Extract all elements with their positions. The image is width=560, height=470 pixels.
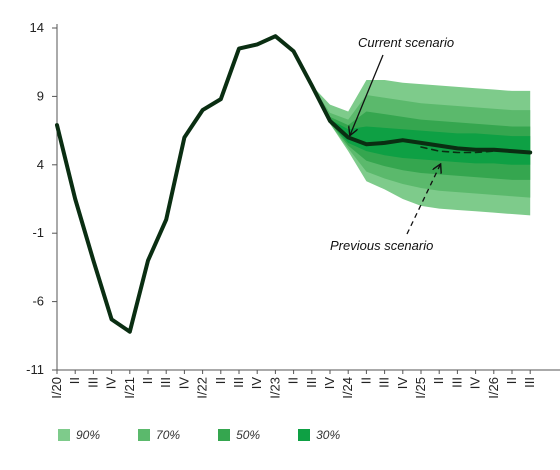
- current-scenario-line: [55, 34, 533, 334]
- x-tick-label: IV: [249, 377, 264, 390]
- x-tick-label: IV: [468, 377, 483, 390]
- y-tick-label: -1: [32, 225, 44, 240]
- legend-item-50pct: 50%: [218, 428, 260, 442]
- series-lines: [55, 34, 533, 334]
- y-tick-label: 14: [30, 20, 44, 35]
- annotation-current-scenario: Current scenario: [358, 35, 454, 50]
- x-tick-label: IV: [395, 377, 410, 390]
- legend: 90% 70% 50% 30%: [58, 428, 378, 442]
- x-tick-label: II: [213, 377, 228, 384]
- legend-swatch: [218, 429, 231, 441]
- annotation-previous-scenario: Previous scenario: [330, 238, 433, 253]
- x-tick-label: IV: [322, 377, 337, 390]
- legend-label: 90%: [76, 428, 101, 442]
- x-tick-label: III: [231, 377, 246, 388]
- x-tick-label: II: [358, 377, 373, 384]
- x-tick-label: I/23: [267, 377, 282, 399]
- x-tick-label: III: [377, 377, 392, 388]
- y-tick-label: 9: [37, 88, 44, 103]
- legend-label: 30%: [316, 428, 341, 442]
- x-axis: I/20 II III IV I/21 II III IV I/22 II III IV I/23 II I…: [49, 369, 560, 399]
- x-tick-label: III: [304, 377, 319, 388]
- legend-item-30pct: 30%: [298, 428, 340, 442]
- legend-item-90pct: 90%: [58, 428, 100, 442]
- arrow-previous-scenario: [406, 165, 440, 235]
- legend-swatch: [138, 429, 151, 441]
- legend-label: 70%: [156, 428, 181, 442]
- x-tick-label: II: [504, 377, 519, 384]
- legend-item-70pct: 70%: [138, 428, 180, 442]
- previous-scenario-line: [420, 146, 495, 154]
- y-tick-label: -6: [32, 294, 44, 309]
- y-tick-label: -11: [26, 362, 44, 377]
- x-tick-label: II: [286, 377, 301, 384]
- arrow-current-scenario: [350, 54, 384, 135]
- annotations: Current scenario Previous scenario: [330, 35, 454, 253]
- x-tick-label: I/25: [413, 377, 428, 399]
- x-tick-label: II: [67, 377, 82, 384]
- x-tick-label: IV: [176, 377, 191, 390]
- x-tick-label: I/21: [122, 377, 137, 399]
- legend-label: 50%: [236, 428, 261, 442]
- x-tick-label: II: [431, 377, 446, 384]
- legend-swatch: [298, 429, 311, 441]
- x-tick-label: I/20: [49, 377, 64, 399]
- x-tick-label: I/26: [486, 377, 501, 399]
- x-tick-label: III: [522, 377, 537, 388]
- y-tick-label: 4: [37, 157, 44, 172]
- legend-swatch: [58, 429, 70, 441]
- y-axis: 14 9 4 -1 -6 -11: [26, 20, 58, 377]
- x-tick-label: IV: [104, 377, 119, 390]
- x-tick-label: I/24: [340, 377, 355, 399]
- x-tick-label: II: [140, 377, 155, 384]
- x-tick-label: III: [449, 377, 464, 388]
- x-tick-label: III: [158, 377, 173, 388]
- x-tick-label: I/22: [195, 377, 210, 399]
- x-tick-label: III: [85, 377, 100, 388]
